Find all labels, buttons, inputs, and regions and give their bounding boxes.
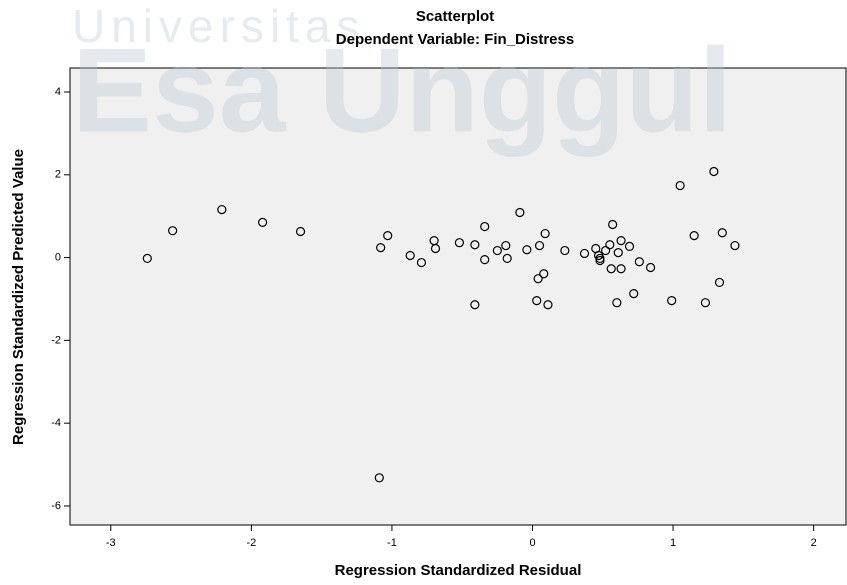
point <box>532 296 542 306</box>
point <box>454 238 465 248</box>
point <box>579 248 590 259</box>
point <box>667 296 677 306</box>
point <box>645 262 656 273</box>
point <box>543 300 553 310</box>
watermark: Universitas <box>72 0 366 52</box>
point <box>217 204 227 215</box>
point <box>714 277 725 288</box>
point <box>383 231 393 241</box>
x-axis-label: Regression Standardized Residual <box>335 562 582 579</box>
point <box>295 226 306 237</box>
point <box>470 240 480 250</box>
y-tick-label: 4 <box>55 86 61 98</box>
point <box>700 298 711 308</box>
point <box>416 257 427 268</box>
point <box>470 300 480 310</box>
x-tick-label: -3 <box>106 537 116 549</box>
x-tick-label: -1 <box>387 537 397 549</box>
point <box>257 217 268 228</box>
point <box>430 243 441 254</box>
y-tick-label: -6 <box>51 500 61 512</box>
point <box>540 228 550 239</box>
point <box>634 257 644 267</box>
point <box>480 255 490 265</box>
chart-title: Scatterplot <box>416 8 494 25</box>
watermark: Esa Unggul <box>72 24 732 158</box>
x-tick-label: -2 <box>246 537 256 549</box>
point <box>717 228 727 238</box>
plot-area <box>69 67 847 526</box>
point <box>539 269 549 279</box>
point <box>560 245 570 256</box>
point <box>522 245 532 255</box>
point <box>608 219 618 230</box>
point <box>374 473 384 483</box>
y-tick-label: -4 <box>51 417 61 429</box>
point <box>168 226 178 236</box>
point <box>534 240 545 251</box>
point <box>142 253 152 264</box>
y-tick-label: -2 <box>51 334 61 346</box>
point <box>501 240 511 251</box>
x-tick-label: 0 <box>529 537 535 549</box>
point <box>376 243 386 253</box>
point <box>689 231 699 241</box>
point <box>606 264 616 274</box>
point <box>675 180 685 191</box>
point <box>613 248 623 258</box>
point <box>605 240 615 250</box>
y-tick-label: 0 <box>55 251 61 263</box>
point <box>612 298 622 308</box>
y-axis-label: Regression Standardized Predicted Value <box>10 149 27 445</box>
point <box>616 236 626 246</box>
chart-subtitle: Dependent Variable: Fin_Distress <box>336 31 574 48</box>
point <box>624 241 635 252</box>
point <box>629 289 639 299</box>
point <box>405 250 415 261</box>
point <box>533 274 543 284</box>
point <box>730 240 740 251</box>
x-tick-label: 1 <box>670 537 676 549</box>
point <box>709 166 719 177</box>
point <box>492 245 502 256</box>
point <box>502 253 512 264</box>
point <box>480 221 490 232</box>
point <box>616 264 626 274</box>
y-tick-label: 2 <box>55 169 61 181</box>
point <box>515 207 525 218</box>
x-tick-label: 2 <box>811 537 817 549</box>
point <box>595 255 605 266</box>
